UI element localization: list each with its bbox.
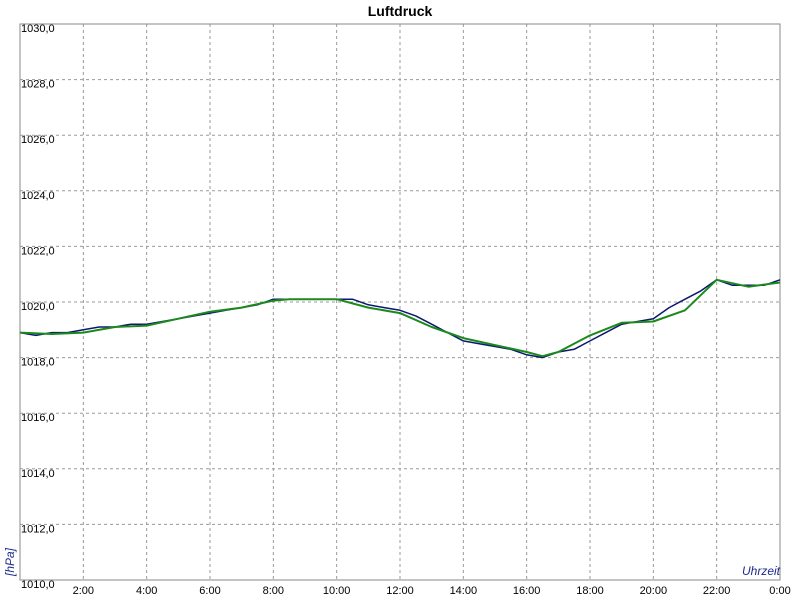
series-line-measured: [19, 279, 781, 359]
grid: [19, 23, 781, 581]
y-tick-label: 1030,0: [21, 23, 55, 35]
x-tick-label: 0:00: [769, 585, 790, 597]
x-axis-ticks: 2:00 4:00 6:00 8:00 10:00 12:00 14:00 16:00 18:0…: [73, 585, 791, 597]
chart-title: Luftdruck: [368, 3, 433, 19]
y-tick-label: 1028,0: [21, 79, 55, 91]
x-tick-label: 22:00: [703, 585, 731, 597]
x-tick-label: 14:00: [450, 585, 478, 597]
x-tick-label: 4:00: [136, 585, 157, 597]
x-tick-label: 16:00: [513, 585, 541, 597]
y-tick-label: 1026,0: [21, 134, 55, 146]
x-tick-label: 6:00: [199, 585, 220, 597]
x-tick-label: 8:00: [263, 585, 284, 597]
x-axis-label: Uhrzeit: [742, 564, 781, 578]
y-axis-ticks: 1010,0 1012,0 1014,0 1016,0 1018,0 1020,0 1022…: [21, 23, 55, 591]
x-tick-label: 2:00: [73, 585, 94, 597]
series: [19, 278, 781, 359]
x-tick-label: 18:00: [576, 585, 604, 597]
plot-frame: [19, 23, 781, 581]
y-tick-label: 1016,0: [21, 412, 55, 424]
x-tick-label: 12:00: [386, 585, 414, 597]
series-line-smoothed: [19, 278, 781, 358]
x-tick-label: 20:00: [640, 585, 668, 597]
y-tick-label: 1012,0: [21, 523, 55, 535]
y-tick-label: 1024,0: [21, 190, 55, 202]
y-tick-label: 1022,0: [21, 245, 55, 257]
y-tick-label: 1020,0: [21, 301, 55, 313]
y-tick-label: 1014,0: [21, 468, 55, 480]
y-tick-label: 1018,0: [21, 357, 55, 369]
y-tick-label: 1010,0: [21, 579, 55, 591]
y-axis-label: [hPa]: [3, 547, 17, 577]
x-tick-label: 10:00: [323, 585, 351, 597]
